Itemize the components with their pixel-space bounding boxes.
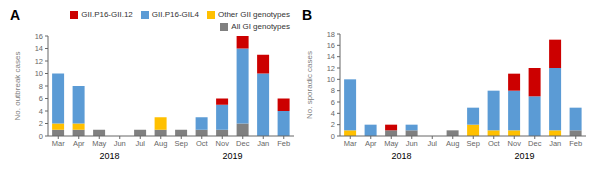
svg-text:16: 16 [327, 41, 335, 50]
svg-text:10: 10 [327, 75, 335, 84]
svg-text:Aug: Aug [154, 139, 167, 148]
svg-text:Jul: Jul [135, 139, 145, 148]
html-text:2018: 2018 [391, 151, 412, 161]
svg-text:Aug: Aug [446, 139, 459, 148]
svg-text:Jun: Jun [114, 139, 126, 148]
svg-text:0: 0 [331, 132, 335, 141]
svg-text:Apr: Apr [73, 139, 85, 148]
svg-text:8: 8 [39, 82, 43, 91]
svg-text:Jan: Jan [257, 139, 269, 148]
html-text:B: B [302, 7, 313, 23]
svg-text:May: May [384, 139, 398, 148]
svg-text:16: 16 [35, 32, 43, 41]
svg-text:14: 14 [327, 52, 335, 61]
svg-text:14: 14 [35, 44, 43, 53]
svg-text:10: 10 [35, 69, 43, 78]
html-text:All GI genotypes: All GI genotypes [231, 22, 290, 31]
svg-text:0: 0 [39, 132, 43, 141]
svg-text:Jan: Jan [549, 139, 561, 148]
svg-text:12: 12 [327, 64, 335, 73]
html-text:2019: 2019 [222, 151, 243, 161]
svg-text:Oct: Oct [488, 139, 501, 148]
svg-text:18: 18 [327, 30, 335, 39]
svg-text:May: May [92, 139, 106, 148]
svg-text:4: 4 [39, 107, 43, 116]
svg-text:Dec: Dec [236, 139, 250, 148]
svg-text:Sep: Sep [175, 139, 188, 148]
html-text:GII.P16-GIL4: GII.P16-GIL4 [151, 10, 199, 19]
svg-text:2: 2 [39, 119, 43, 128]
svg-text:Nov: Nov [216, 139, 230, 148]
svg-text:4: 4 [331, 109, 335, 118]
svg-text:Jul: Jul [427, 139, 437, 148]
html-text:GII.P16-GII.12: GII.P16-GII.12 [81, 10, 133, 19]
svg-text:No. outbreak cases: No. outbreak cases [13, 52, 22, 121]
html-text:2018: 2018 [99, 151, 120, 161]
svg-text:Jun: Jun [406, 139, 418, 148]
svg-text:Apr: Apr [365, 139, 377, 148]
html-text:2019: 2019 [514, 151, 535, 161]
svg-text:Feb: Feb [569, 139, 582, 148]
html-text:Other GII genotypes: Other GII genotypes [218, 10, 290, 19]
svg-text:8: 8 [331, 86, 335, 95]
svg-text:Mar: Mar [52, 139, 65, 148]
svg-text:6: 6 [331, 98, 335, 107]
svg-text:2: 2 [331, 120, 335, 129]
svg-text:6: 6 [39, 94, 43, 103]
svg-text:Mar: Mar [344, 139, 357, 148]
html-text:A: A [10, 7, 21, 23]
svg-text:Sep: Sep [467, 139, 480, 148]
svg-text:Nov: Nov [508, 139, 522, 148]
svg-text:12: 12 [35, 57, 43, 66]
svg-text:Dec: Dec [528, 139, 542, 148]
svg-text:Oct: Oct [196, 139, 209, 148]
svg-text:Feb: Feb [277, 139, 290, 148]
svg-text:No. sporadic cases: No. sporadic cases [305, 51, 314, 119]
